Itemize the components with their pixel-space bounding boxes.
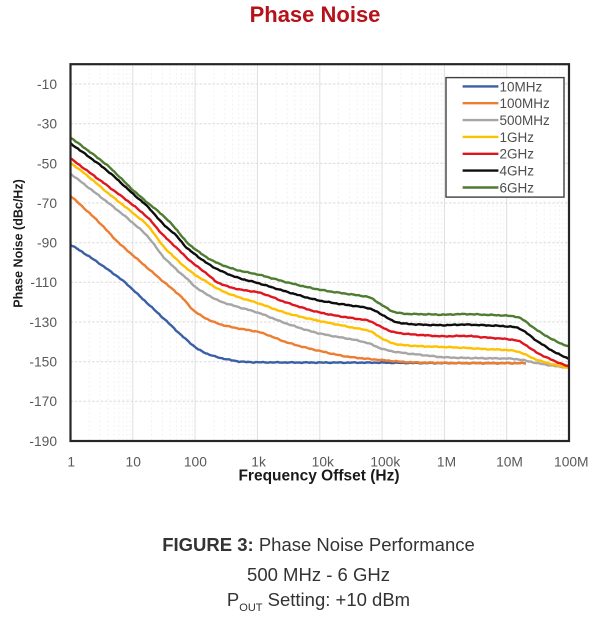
svg-text:-110: -110 <box>30 275 57 290</box>
svg-text:1M: 1M <box>437 454 456 469</box>
svg-text:10k: 10k <box>312 454 334 469</box>
svg-text:-70: -70 <box>37 196 57 211</box>
svg-text:Phase Noise (dBc/Hz): Phase Noise (dBc/Hz) <box>11 179 25 308</box>
svg-text:10MHz: 10MHz <box>500 79 543 94</box>
svg-text:100: 100 <box>184 454 207 469</box>
svg-text:10: 10 <box>126 454 142 469</box>
svg-text:100M: 100M <box>554 454 589 469</box>
svg-text:-10: -10 <box>37 77 57 92</box>
svg-text:-130: -130 <box>29 315 57 330</box>
svg-text:1k: 1k <box>251 454 266 469</box>
svg-text:1: 1 <box>67 454 75 469</box>
svg-text:Frequency Offset (Hz): Frequency Offset (Hz) <box>238 468 399 485</box>
svg-text:100k: 100k <box>370 454 400 469</box>
svg-text:-50: -50 <box>37 156 57 171</box>
svg-text:-150: -150 <box>29 355 57 370</box>
svg-text:-190: -190 <box>29 434 57 449</box>
svg-text:-90: -90 <box>37 236 57 251</box>
svg-text:1GHz: 1GHz <box>500 130 535 145</box>
svg-text:500MHz: 500MHz <box>500 113 551 128</box>
svg-text:6GHz: 6GHz <box>500 180 535 195</box>
svg-text:-170: -170 <box>29 394 57 409</box>
svg-text:-30: -30 <box>37 117 57 132</box>
svg-text:2GHz: 2GHz <box>500 147 535 162</box>
svg-text:4GHz: 4GHz <box>500 164 535 179</box>
svg-text:100MHz: 100MHz <box>500 96 551 111</box>
svg-text:10M: 10M <box>496 454 523 469</box>
